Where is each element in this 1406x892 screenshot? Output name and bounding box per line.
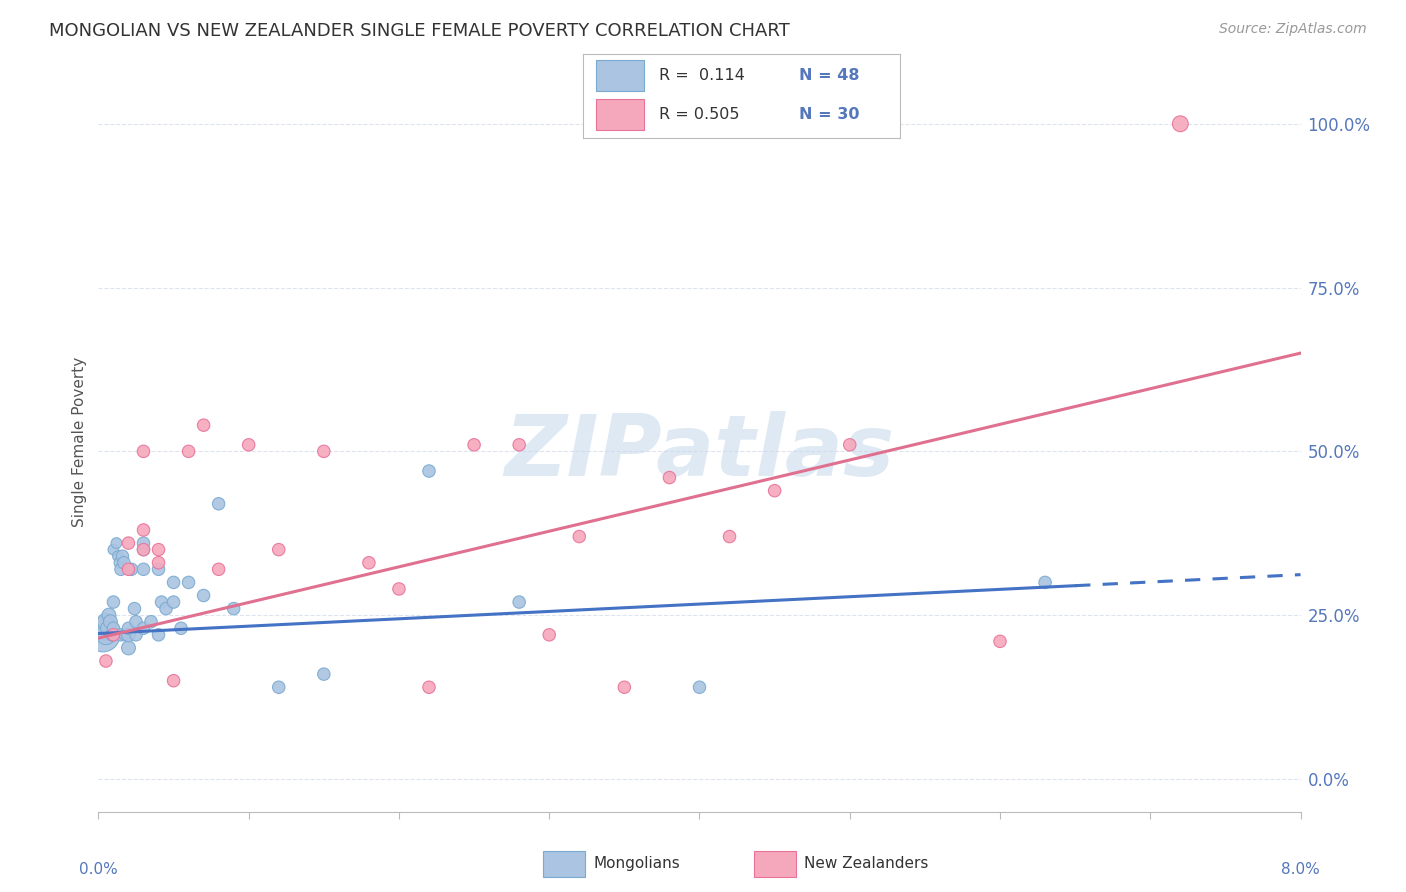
Point [97, 608, 120, 623]
Point [110, 562, 132, 576]
Point [132, 523, 155, 537]
Point [718, 530, 741, 544]
Point [463, 438, 485, 452]
Point [238, 438, 260, 452]
Point [193, 418, 215, 433]
Point [508, 438, 530, 452]
Point [613, 680, 636, 694]
Point [103, 595, 125, 609]
Point [267, 680, 290, 694]
Point [101, 628, 124, 642]
Point [162, 595, 184, 609]
Point [1168, 117, 1191, 131]
Point [170, 621, 193, 635]
Text: N = 30: N = 30 [799, 107, 859, 122]
Point [114, 628, 136, 642]
Point [838, 438, 860, 452]
Point [568, 530, 591, 544]
Point [508, 595, 530, 609]
Text: 8.0%: 8.0% [1281, 862, 1320, 877]
Point [177, 575, 200, 590]
Point [108, 556, 131, 570]
Point [94, 654, 117, 668]
Point [103, 628, 125, 642]
Point [1033, 575, 1056, 590]
Text: New Zealanders: New Zealanders [804, 855, 928, 871]
Point [100, 615, 122, 629]
Bar [543, 851, 585, 877]
Point [132, 562, 155, 576]
Text: Source: ZipAtlas.com: Source: ZipAtlas.com [1219, 22, 1367, 37]
Point [112, 556, 135, 570]
Point [93, 621, 115, 635]
Point [162, 575, 184, 590]
Point [155, 601, 177, 615]
Y-axis label: Single Female Poverty: Single Female Poverty [72, 357, 87, 526]
Point [357, 556, 380, 570]
Point [132, 444, 155, 458]
Point [132, 536, 155, 550]
Point [763, 483, 786, 498]
Point [125, 615, 148, 629]
Point [312, 444, 335, 458]
Point [267, 542, 290, 557]
Point [988, 634, 1011, 648]
Point [418, 464, 440, 478]
Point [110, 628, 132, 642]
Point [312, 667, 335, 681]
Point [208, 562, 231, 576]
Point [91, 628, 114, 642]
Point [148, 562, 170, 576]
Point [148, 628, 170, 642]
Point [193, 589, 215, 603]
Point [418, 680, 440, 694]
Text: ZIPatlas: ZIPatlas [505, 411, 894, 494]
Text: 0.0%: 0.0% [79, 862, 118, 877]
Point [388, 582, 411, 596]
Bar [596, 99, 644, 130]
Point [103, 542, 125, 557]
Point [125, 628, 148, 642]
Point [96, 621, 118, 635]
Text: R = 0.505: R = 0.505 [659, 107, 740, 122]
Point [658, 470, 681, 484]
Point [117, 562, 139, 576]
Point [689, 680, 711, 694]
Point [148, 542, 170, 557]
Point [538, 628, 561, 642]
Text: Mongolians: Mongolians [593, 855, 681, 871]
Point [117, 628, 139, 642]
Point [124, 601, 146, 615]
Point [162, 673, 184, 688]
Point [121, 562, 143, 576]
Point [103, 621, 125, 635]
Point [222, 601, 245, 615]
Bar [596, 61, 644, 91]
Point [177, 444, 200, 458]
Point [208, 497, 231, 511]
Text: N = 48: N = 48 [799, 68, 859, 83]
Point [132, 542, 155, 557]
Point [94, 615, 117, 629]
Point [111, 549, 134, 564]
Point [117, 621, 139, 635]
Point [139, 615, 162, 629]
Text: MONGOLIAN VS NEW ZEALANDER SINGLE FEMALE POVERTY CORRELATION CHART: MONGOLIAN VS NEW ZEALANDER SINGLE FEMALE… [49, 22, 790, 40]
Point [94, 628, 117, 642]
Point [105, 536, 128, 550]
Text: R =  0.114: R = 0.114 [659, 68, 745, 83]
Point [117, 640, 139, 655]
Point [148, 556, 170, 570]
Point [132, 542, 155, 557]
Point [150, 595, 173, 609]
Point [132, 621, 155, 635]
Bar [754, 851, 796, 877]
Point [117, 536, 139, 550]
Point [107, 549, 129, 564]
